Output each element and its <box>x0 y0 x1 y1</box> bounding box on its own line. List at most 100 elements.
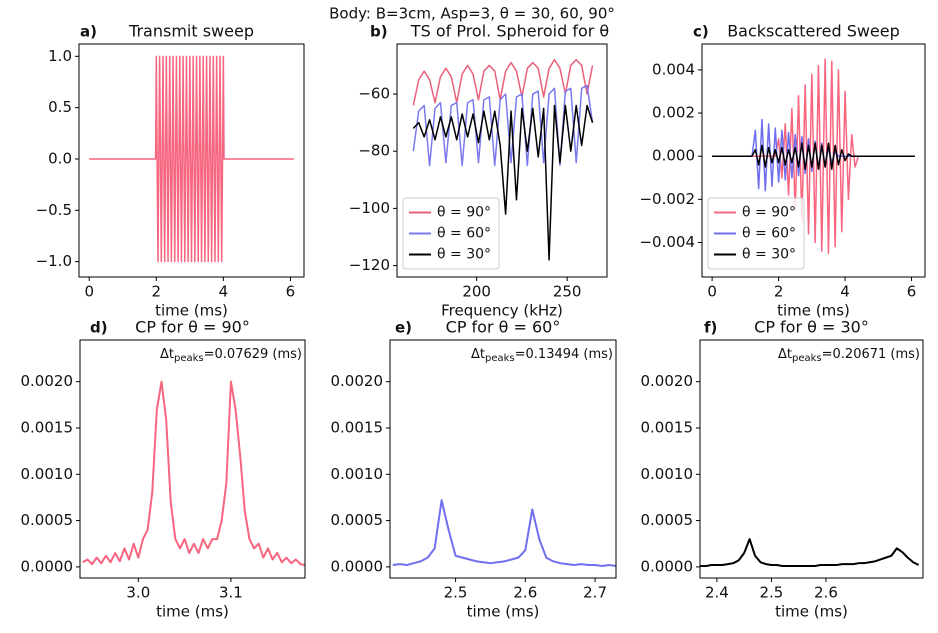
panel-title: Backscattered Sweep <box>727 22 900 41</box>
x-tick-label: 3.1 <box>219 584 243 602</box>
legend-label: θ = 90° <box>742 205 796 221</box>
panel: 0 2 4 6 −0.004 −0.002 0.000 0.002 0.004 c) Backsca… <box>639 22 926 320</box>
y-tick-label: −100 <box>349 199 390 217</box>
x-axis-label: time (ms) <box>467 603 540 621</box>
x-axis-label: time (ms) <box>777 302 850 320</box>
annotation-part: peaks <box>174 353 204 364</box>
y-tick-label: 0.002 <box>652 104 695 122</box>
y-tick-label: 0.0010 <box>21 465 74 483</box>
y-tick-label: 0.0005 <box>331 511 384 529</box>
y-tick-label: −1.0 <box>36 252 72 270</box>
series-line <box>412 58 594 106</box>
y-tick-label: −0.5 <box>36 201 72 219</box>
panel-label: c) <box>693 23 709 41</box>
annotation-part: =0.20671 (ms) <box>822 347 920 362</box>
y-tick-label: 0.0000 <box>641 557 694 575</box>
x-tick-label: 2.5 <box>444 584 468 602</box>
series-line <box>82 380 305 567</box>
y-tick-label: 0.0005 <box>21 511 74 529</box>
y-tick-label: 0.0010 <box>641 465 694 483</box>
y-tick-label: 0.0000 <box>331 557 384 575</box>
legend-label: θ = 60° <box>437 226 491 242</box>
x-tick-label: 2.6 <box>513 584 537 602</box>
panel-label: f) <box>704 319 717 337</box>
x-tick-label: 4 <box>840 283 850 301</box>
y-tick-label: 0.0020 <box>331 372 384 390</box>
y-tick-label: −120 <box>349 256 390 274</box>
y-tick-label: 1.0 <box>48 47 72 65</box>
axes-frame <box>396 43 608 278</box>
x-tick-label: 2.6 <box>814 584 838 602</box>
annotation-part: peaks <box>792 353 822 364</box>
y-tick-label: 0.0015 <box>641 418 694 436</box>
panel: 3.0 3.1 0.0000 0.0005 0.0010 0.0015 0.0020 d) CP… <box>21 318 306 621</box>
x-tick-label: 250 <box>553 283 582 301</box>
panel: 200 250 −120 −100 −80 −60 b) TS of Prol. Sphero… <box>349 22 609 320</box>
panel-title: CP for θ = 30° <box>754 318 869 337</box>
x-tick-label: 2.5 <box>759 584 783 602</box>
axes-frame <box>701 43 926 278</box>
panel-label: b) <box>370 23 388 41</box>
panel: 0 2 4 6 −1.0 −0.5 0.0 0.5 1.0 a) Transmit sweep tim… <box>36 22 305 320</box>
x-tick-label: 2.7 <box>583 584 607 602</box>
x-axis-label: Frequency (kHz) <box>441 302 563 320</box>
y-tick-label: 0.0010 <box>331 465 384 483</box>
annotation-part: peaks <box>485 353 515 364</box>
x-tick-label: 2 <box>774 283 784 301</box>
annotation-part: =0.13494 (ms) <box>515 347 613 362</box>
y-tick-label: 0.0020 <box>641 372 694 390</box>
y-tick-label: 0.0000 <box>21 557 74 575</box>
x-tick-label: 0 <box>84 283 94 301</box>
y-tick-label: 0.5 <box>48 98 72 116</box>
y-tick-label: −0.004 <box>639 233 695 251</box>
series-line <box>712 118 915 192</box>
axes-frame <box>699 339 924 579</box>
y-tick-label: −80 <box>358 142 390 160</box>
y-tick-label: 0.0020 <box>21 372 74 390</box>
figure-title: Body: B=3cm, Asp=3, θ = 30, 60, 90° <box>329 5 615 23</box>
y-tick-label: 0.0 <box>48 149 72 167</box>
y-tick-label: −60 <box>358 85 390 103</box>
legend-box <box>402 197 500 270</box>
series-line <box>700 538 920 567</box>
x-axis-label: time (ms) <box>775 603 848 621</box>
x-tick-label: 6 <box>907 283 917 301</box>
panel: 2.5 2.6 2.7 0.0000 0.0005 0.0010 0.0015 0.0020 e… <box>331 318 617 621</box>
y-tick-label: −0.002 <box>639 190 695 208</box>
annotation-part: Δt <box>778 347 792 362</box>
axes-frame <box>389 339 617 579</box>
annotation-part: =0.07629 (ms) <box>204 347 302 362</box>
panel-title: TS of Prol. Spheroid for θ <box>410 22 609 41</box>
axes-frame <box>78 43 305 278</box>
y-tick-label: 0.004 <box>652 60 695 78</box>
panel: 2.4 2.5 2.6 0.0000 0.0005 0.0010 0.0015 0.0020 f… <box>641 318 924 621</box>
axes-frame <box>79 339 306 579</box>
panel-label: a) <box>80 23 97 41</box>
annotation-part: Δt <box>160 347 174 362</box>
panel-label: d) <box>90 319 108 337</box>
annotation: Δtpeaks=0.13494 (ms) <box>471 347 613 365</box>
x-tick-label: 2 <box>152 283 162 301</box>
x-axis-label: time (ms) <box>155 302 228 320</box>
annotation-part: Δt <box>471 347 485 362</box>
series-line <box>392 499 616 567</box>
x-tick-label: 200 <box>462 283 491 301</box>
series-line <box>412 104 594 261</box>
legend-label: θ = 30° <box>437 247 491 263</box>
x-tick-label: 3.0 <box>126 584 150 602</box>
annotation: Δtpeaks=0.20671 (ms) <box>778 347 920 365</box>
x-tick-label: 6 <box>286 283 296 301</box>
legend-label: θ = 30° <box>742 247 796 263</box>
legend-label: θ = 90° <box>437 205 491 221</box>
x-tick-label: 4 <box>219 283 229 301</box>
x-tick-label: 0 <box>707 283 717 301</box>
x-tick-label: 2.4 <box>705 584 729 602</box>
panel-title: CP for θ = 60° <box>446 318 561 337</box>
panel-title: CP for θ = 90° <box>135 318 250 337</box>
series-line <box>712 142 915 170</box>
panel-label: e) <box>395 319 412 337</box>
y-tick-label: 0.0015 <box>331 418 384 436</box>
y-tick-label: 0.0005 <box>641 511 694 529</box>
y-tick-label: 0.0015 <box>21 418 74 436</box>
